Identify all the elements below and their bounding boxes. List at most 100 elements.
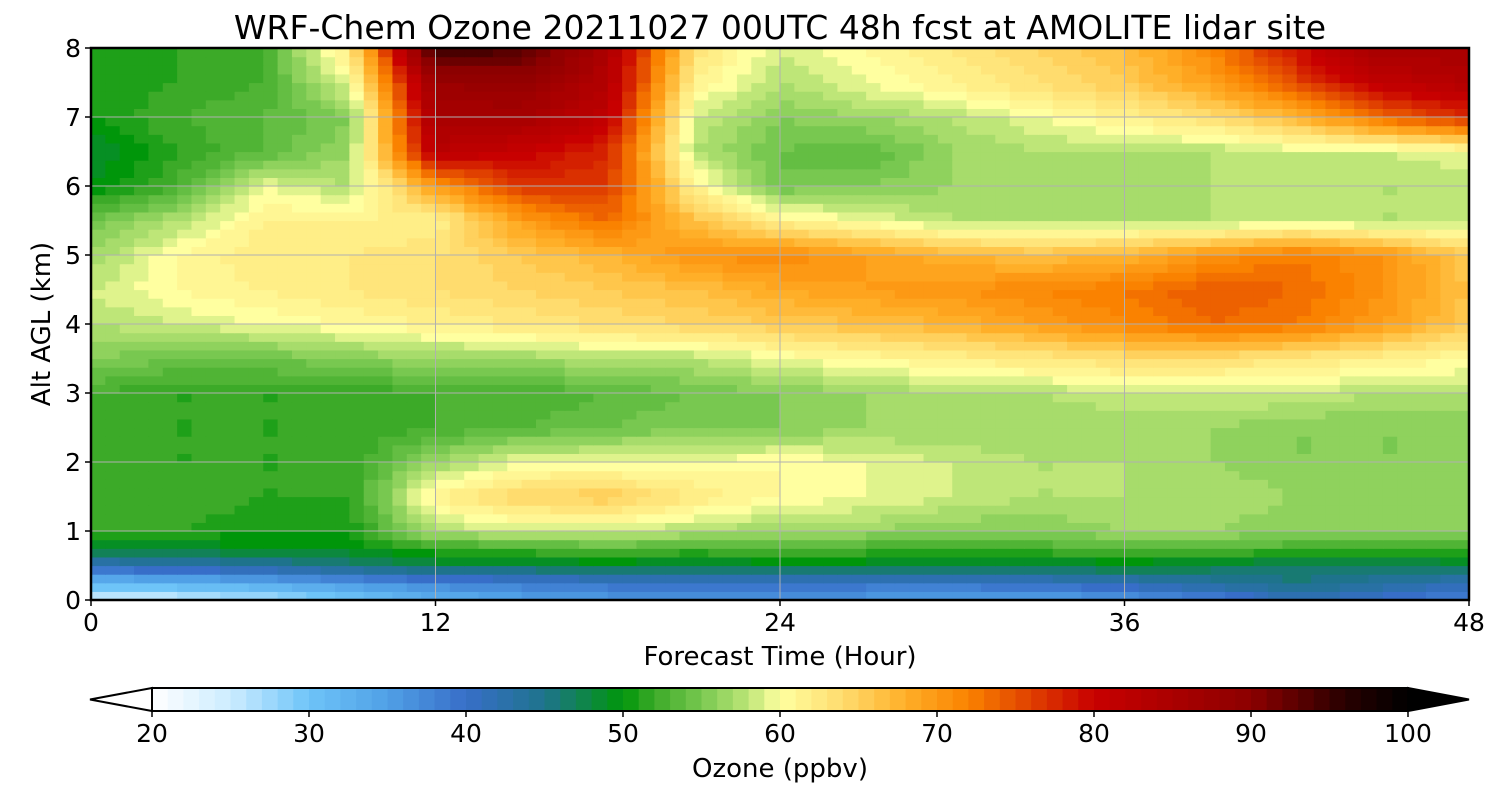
heatmap-cell (665, 591, 681, 600)
heatmap-cell (1009, 168, 1025, 178)
heatmap-cell (1052, 177, 1068, 187)
heatmap-cell (564, 436, 580, 446)
heatmap-cell (1425, 479, 1441, 489)
heatmap-cell (622, 427, 638, 437)
heatmap-cell (535, 332, 551, 342)
heatmap-cell (722, 306, 738, 316)
heatmap-cell (780, 591, 795, 600)
heatmap-cell (1311, 298, 1327, 308)
heatmap-cell (306, 203, 322, 213)
heatmap-cell (306, 151, 322, 161)
heatmap-cell (1411, 298, 1427, 308)
heatmap-cell (1253, 582, 1269, 592)
heatmap-cell (1167, 289, 1183, 299)
heatmap-cell (1325, 151, 1341, 161)
heatmap-cell (220, 289, 236, 299)
heatmap-cell (335, 393, 350, 403)
heatmap-cell (794, 358, 810, 368)
heatmap-cell (335, 168, 350, 178)
heatmap-cell (837, 513, 853, 523)
heatmap-cell (579, 479, 594, 489)
heatmap-cell (995, 211, 1011, 222)
heatmap-cell (894, 462, 910, 472)
heatmap-cell (880, 220, 896, 230)
heatmap-cell (693, 436, 709, 446)
heatmap-cell (464, 436, 480, 446)
heatmap-cell (736, 349, 752, 360)
heatmap-cell (708, 315, 724, 325)
heatmap-cell (1095, 479, 1111, 489)
heatmap-cell (564, 160, 580, 170)
heatmap-cell (205, 332, 221, 342)
heatmap-cell (392, 548, 408, 558)
heatmap-cell (162, 298, 178, 308)
heatmap-cell (1181, 522, 1197, 532)
heatmap-cell (980, 168, 996, 178)
heatmap-cell (622, 349, 638, 360)
heatmap-cell (1282, 211, 1298, 222)
heatmap-cell (909, 280, 925, 291)
heatmap-cell (220, 384, 236, 394)
heatmap-cell (234, 427, 250, 437)
heatmap-cell (449, 470, 465, 480)
heatmap-cell (880, 237, 896, 247)
heatmap-cell (378, 332, 394, 342)
heatmap-cell (693, 289, 709, 299)
heatmap-cell (665, 574, 681, 584)
heatmap-cell (966, 453, 982, 463)
heatmap-cell (1239, 591, 1255, 600)
heatmap-cell (966, 186, 982, 196)
heatmap-cell (1425, 401, 1441, 411)
heatmap-cell (1440, 410, 1456, 420)
heatmap-cell (105, 237, 121, 247)
heatmap-cell (780, 367, 795, 377)
heatmap-cell (765, 487, 781, 498)
heatmap-cell (1354, 358, 1370, 368)
heatmap-cell (937, 280, 953, 291)
heatmap-cell (708, 436, 724, 446)
heatmap-cell (220, 418, 236, 429)
heatmap-cell (234, 272, 250, 282)
heatmap-cell (937, 289, 953, 299)
heatmap-cell (248, 470, 264, 480)
heatmap-cell (808, 341, 824, 351)
heatmap-cell (421, 410, 437, 420)
heatmap-cell (1224, 436, 1240, 446)
heatmap-cell (449, 574, 465, 584)
heatmap-cell (277, 280, 293, 291)
heatmap-cell (234, 349, 250, 360)
heatmap-cell (1411, 556, 1427, 567)
heatmap-cell (248, 211, 264, 222)
heatmap-cell (119, 453, 135, 463)
heatmap-cell (435, 194, 451, 204)
heatmap-cell (1124, 470, 1140, 480)
heatmap-cell (119, 263, 135, 273)
heatmap-cell (234, 280, 250, 291)
heatmap-cell (736, 367, 752, 377)
heatmap-cell (134, 220, 150, 230)
heatmap-cell (1153, 186, 1169, 196)
heatmap-cell (291, 194, 307, 204)
heatmap-cell (1181, 229, 1197, 239)
heatmap-cell (406, 487, 422, 498)
heatmap-cell (909, 479, 925, 489)
heatmap-cell (980, 298, 996, 308)
heatmap-cell (148, 255, 164, 265)
heatmap-cell (363, 591, 379, 600)
heatmap-cell (535, 539, 551, 549)
heatmap-cell (1411, 367, 1427, 377)
heatmap-cell (1382, 470, 1398, 480)
heatmap-cell (708, 332, 724, 342)
heatmap-cell (1138, 462, 1154, 472)
heatmap-cell (1153, 436, 1169, 446)
heatmap-cell (535, 263, 551, 273)
heatmap-cell (765, 418, 781, 429)
heatmap-cell (1224, 289, 1240, 299)
heatmap-cell (722, 470, 738, 480)
heatmap-cell (449, 401, 465, 411)
heatmap-cell (665, 384, 681, 394)
heatmap-cell (363, 548, 379, 558)
heatmap-cell (1239, 280, 1255, 291)
heatmap-cell (1196, 177, 1212, 187)
heatmap-cell (177, 479, 193, 489)
